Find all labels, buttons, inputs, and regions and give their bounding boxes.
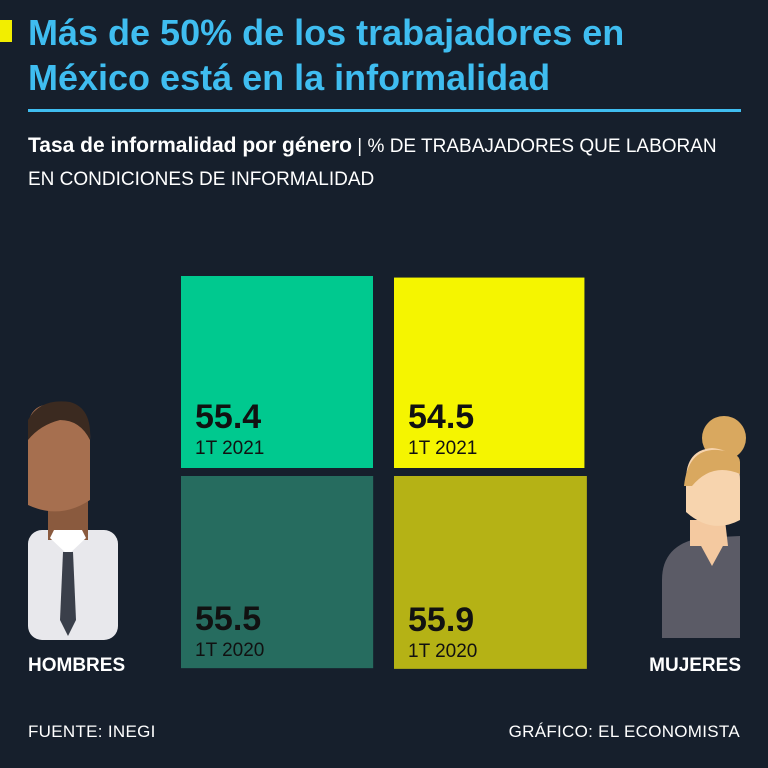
data-label-value: 55.9	[408, 601, 474, 639]
chart-credit: GRÁFICO: EL ECONOMISTA	[508, 722, 740, 741]
source-note: FUENTE: INEGI	[28, 722, 156, 741]
data-label-period: 1T 2020	[195, 640, 264, 661]
data-label-period: 1T 2020	[408, 641, 477, 662]
category-label-hombres: HOMBRES	[28, 655, 125, 676]
title-divider	[28, 109, 741, 112]
block-mujeres-1t-2020	[394, 476, 587, 669]
block-mujeres-1t-2021	[394, 277, 585, 468]
block-hombres-1t-2020	[181, 476, 374, 669]
subtitle-bold: Tasa de informalidad por género	[28, 134, 353, 157]
subtitle-separator: |	[357, 136, 363, 157]
page-title: Más de 50% de los trabajadores en México…	[28, 12, 625, 98]
data-label-value: 55.4	[195, 398, 261, 436]
data-label-value: 55.5	[195, 600, 261, 638]
accent-bar	[0, 20, 12, 42]
chart-subtitle: Tasa de informalidad por género | % DE T…	[28, 129, 748, 196]
data-label-period: 1T 2021	[195, 438, 264, 459]
data-label-value: 54.5	[408, 398, 474, 436]
subtitle-rest: % DE TRABAJADORES QUE LABORAN EN CONDICI…	[28, 136, 717, 190]
data-label-period: 1T 2021	[408, 438, 477, 459]
block-hombres-1t-2021	[181, 276, 373, 468]
woman-icon	[662, 416, 746, 638]
man-icon	[28, 401, 118, 640]
category-label-mujeres: MUJERES	[649, 655, 741, 676]
